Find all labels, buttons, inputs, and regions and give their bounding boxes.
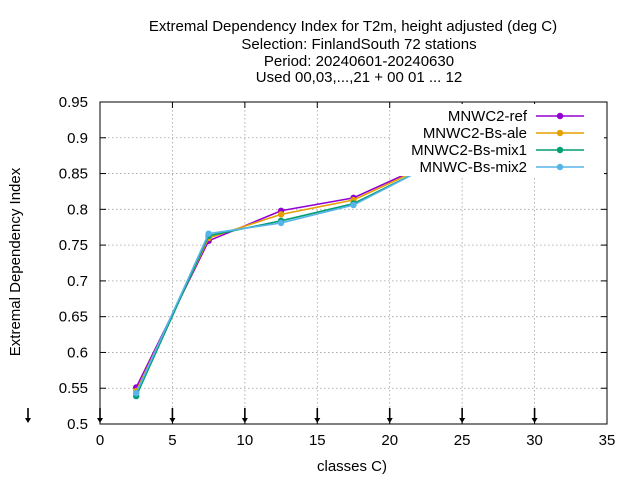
x-tick-label: 25 [454,432,471,449]
x-tick-label: 15 [309,432,326,449]
chart-title-line-1: Extremal Dependency Index for T2m, heigh… [149,18,557,35]
down-arrow-head [314,418,321,423]
down-arrow-head [169,418,176,423]
y-tick-label: 0.95 [59,94,88,111]
series-point-3 [205,230,212,237]
y-tick-label: 0.9 [67,130,88,147]
series-point-3 [277,219,285,227]
tick-labels: 0 5 10 15 20 25 30 35 0.5 0.55 0.6 0.65 0.7 0.75 0.8 0.… [59,94,616,449]
legend-label: MNWC2-ref [448,108,528,125]
down-arrow-head [97,418,103,423]
x-tick-label: 10 [237,432,254,449]
y-tick-label: 0.75 [59,237,88,254]
legend-swatch-point [556,112,564,120]
chart-title-line-3: Period: 20240601-20240630 [264,53,454,70]
legend: MNWC2-refMNWC2-Bs-aleMNWC2-Bs-mix1MNWC-B… [392,104,604,176]
legend-label: MNWC2-Bs-ale [423,125,527,142]
legend-swatch-point [556,129,564,137]
legend-label: MNWC-Bs-mix2 [420,159,527,176]
x-tick-label: 35 [599,432,616,449]
y-tick-label: 0.65 [59,309,88,326]
y-tick-label: 0.55 [59,380,88,397]
y-tick-label: 0.85 [59,166,88,183]
down-arrow-head [459,418,466,423]
y-axis-label: Extremal Dependency Index [7,167,24,356]
series-point-1 [277,211,285,218]
down-arrow-head [241,418,248,423]
chart-title-line-4: Used 00,03,...,21 + 00 01 ... 12 [256,69,462,86]
x-axis-arrow-markers [25,408,538,423]
y-tick-label: 0.7 [67,273,88,290]
legend-swatch-point [556,163,564,171]
y-tick-label: 0.6 [67,344,88,361]
series-point-3 [133,390,140,397]
plot-frame [99,101,608,425]
grid-lines [100,102,607,424]
y-tick-label: 0.5 [67,416,88,433]
chart-title-line-2: Selection: FinlandSouth 72 stations [241,36,476,53]
y-tick-label: 0.8 [67,201,88,218]
down-arrow-head [386,418,393,423]
x-tick-label: 30 [526,432,543,449]
x-tick-label: 5 [168,432,176,449]
legend-label: MNWC2-Bs-mix1 [411,142,527,159]
chart-title: Extremal Dependency Index for T2m, heigh… [149,18,557,86]
series-point-3 [350,201,357,209]
down-arrow-head [25,418,31,423]
legend-swatch-point [556,146,564,154]
x-axis-label: classes C) [317,458,387,475]
x-tick-label: 20 [381,432,398,449]
x-tick-label: 0 [96,432,104,449]
down-arrow-head [531,418,538,423]
